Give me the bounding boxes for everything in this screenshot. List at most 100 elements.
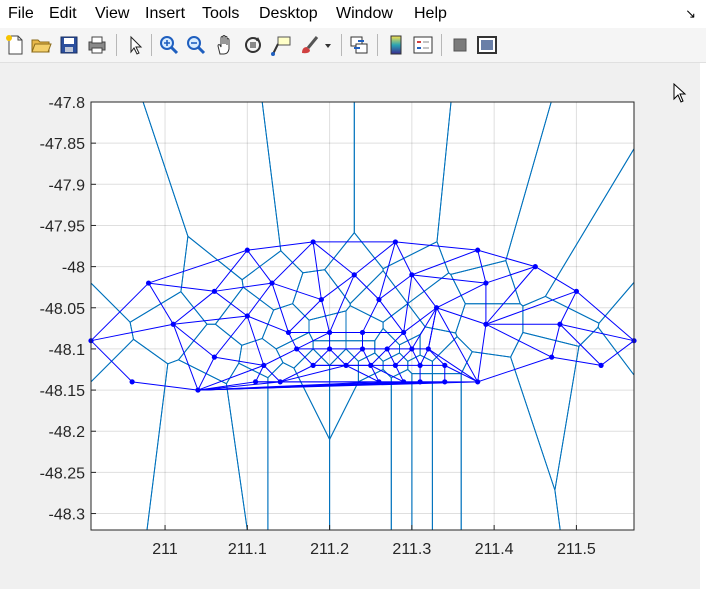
delaunay-edge <box>444 364 478 383</box>
data-point <box>244 247 250 253</box>
delaunay-edge <box>214 315 248 358</box>
insert-colorbar-icon[interactable] <box>385 34 407 56</box>
edit-plot-arrow-icon[interactable] <box>124 34 146 56</box>
menu-view[interactable]: View <box>95 5 130 22</box>
menu-bar: File Edit View Insert Tools Desktop Wind… <box>0 0 706 28</box>
data-point <box>359 329 366 336</box>
delaunay-edge <box>419 348 429 366</box>
rotate-3d-icon[interactable] <box>242 34 264 56</box>
delaunay-edge <box>288 299 322 333</box>
data-point <box>549 354 555 360</box>
data-point <box>442 362 448 368</box>
dock-arrow-icon[interactable]: ↘ <box>685 6 696 21</box>
menu-edit[interactable]: Edit <box>49 5 77 22</box>
y-tick-label: -48.2 <box>49 424 86 441</box>
figure-toolbar <box>0 28 706 63</box>
data-point <box>277 379 283 385</box>
menu-file[interactable]: File <box>8 5 34 22</box>
brush-dropdown-icon[interactable] <box>322 34 334 56</box>
delaunay-edge <box>477 324 487 382</box>
delaunay-edge <box>370 364 404 383</box>
data-point <box>442 379 448 385</box>
delaunay-edge <box>148 282 174 325</box>
data-point <box>285 329 292 336</box>
delaunay-edge <box>246 315 265 366</box>
insert-legend-icon[interactable] <box>412 34 434 56</box>
data-point <box>475 247 481 253</box>
delaunay-edge <box>172 323 215 358</box>
delaunay-edge <box>197 356 215 391</box>
delaunay-edge <box>394 365 405 383</box>
delaunay-edge <box>411 274 437 309</box>
y-tick-label: -48 <box>62 260 85 277</box>
data-point <box>326 346 333 352</box>
save-icon[interactable] <box>58 34 80 56</box>
open-file-icon[interactable] <box>30 34 52 56</box>
delaunay-edge <box>535 266 577 292</box>
menu-desktop[interactable]: Desktop <box>259 5 318 22</box>
delaunay-edge <box>288 332 298 350</box>
data-point <box>573 288 580 294</box>
delaunay-edge <box>477 356 552 383</box>
menu-insert[interactable]: Insert <box>145 5 186 22</box>
zoom-out-icon[interactable] <box>185 34 207 56</box>
data-point <box>261 362 267 368</box>
delaunay-edge <box>485 323 552 358</box>
delaunay-edge <box>246 249 273 284</box>
new-figure-icon[interactable] <box>4 34 26 56</box>
y-tick-label: -47.95 <box>40 218 85 235</box>
delaunay-edge <box>280 364 347 383</box>
delaunay-edge <box>378 299 405 333</box>
x-tick-label: 211.1 <box>228 541 267 558</box>
data-point <box>310 362 316 368</box>
link-plot-icon[interactable] <box>348 34 370 56</box>
hide-plot-tools-icon[interactable] <box>449 34 471 56</box>
data-point <box>401 329 407 336</box>
delaunay-edge <box>197 381 281 391</box>
menu-window[interactable]: Window <box>336 5 393 22</box>
delaunay-edge <box>559 291 577 325</box>
data-point <box>557 321 563 327</box>
delaunay-edge <box>411 307 437 350</box>
delaunay-edge <box>312 241 322 300</box>
data-point <box>425 346 431 352</box>
data-point <box>409 272 415 278</box>
plot[interactable]: 211 211.1 211.2 211.3 211.4 211.5 -47.8 -47.85… <box>0 63 700 589</box>
pan-hand-icon[interactable] <box>214 34 236 56</box>
delaunay-edge <box>280 364 314 383</box>
data-point <box>376 296 382 303</box>
menu-help[interactable]: Help <box>414 5 447 22</box>
brush-icon[interactable] <box>298 34 320 56</box>
delaunay-edge <box>353 241 396 276</box>
delaunay-edge <box>386 348 396 366</box>
menu-tools[interactable]: Tools <box>202 5 240 22</box>
delaunay-edge <box>197 364 264 391</box>
print-icon[interactable] <box>86 34 108 56</box>
zoom-in-icon[interactable] <box>158 34 180 56</box>
data-point <box>145 280 152 286</box>
delaunay-edge <box>370 365 380 383</box>
delaunay-edge <box>148 249 248 284</box>
delaunay-edge <box>173 315 248 325</box>
delaunay-edge <box>378 241 396 300</box>
delaunay-edge <box>90 282 149 342</box>
data-point <box>417 379 423 385</box>
delaunay-edge <box>247 241 314 251</box>
delaunay-edge <box>271 241 314 284</box>
data-point <box>483 321 489 327</box>
data-point <box>392 239 399 245</box>
show-plot-tools-icon[interactable] <box>476 34 498 56</box>
delaunay-edge <box>395 348 413 366</box>
delaunay-edge <box>214 282 273 292</box>
delaunay-edge <box>172 290 215 325</box>
delaunay-edge <box>312 348 330 366</box>
delaunay-edge <box>477 250 487 284</box>
data-cursor-icon[interactable] <box>270 34 292 56</box>
delaunay-edge <box>90 323 174 342</box>
figure-canvas: 211 211.1 211.2 211.3 211.4 211.5 -47.8 -47.85… <box>0 63 700 589</box>
delaunay-edge <box>362 299 380 333</box>
delaunay-edges <box>90 241 635 391</box>
data-point <box>368 362 374 368</box>
axes-background <box>91 102 634 530</box>
delaunay-edge <box>485 290 577 325</box>
